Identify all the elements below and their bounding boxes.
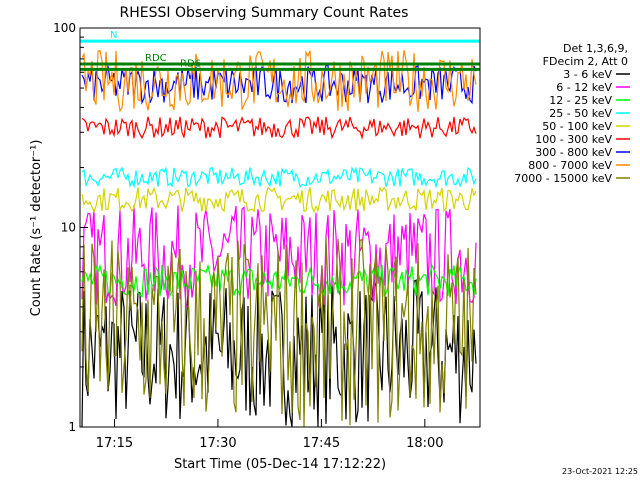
legend-label-8: 7000 - 15000 keV xyxy=(514,172,612,185)
y-axis-label: Count Rate (s⁻¹ detector⁻¹) xyxy=(29,140,44,317)
chart-title: RHESSI Observing Summary Count Rates xyxy=(120,5,409,21)
legend-label-7: 800 - 7000 keV xyxy=(528,159,612,172)
series-trace-8 xyxy=(81,237,477,427)
legend-label-3: 25 - 50 keV xyxy=(549,107,612,120)
legend-label-0: 3 - 6 keV xyxy=(563,68,612,81)
flag-label-0: N xyxy=(110,30,117,41)
legend-header-2: FDecim 2, Att 0 xyxy=(543,55,628,68)
legend-label-2: 12 - 25 keV xyxy=(549,94,612,107)
y-tick-label-0: 1 xyxy=(68,420,76,434)
flag-label-1: RDC xyxy=(145,53,167,64)
legend-label-1: 6 - 12 keV xyxy=(556,81,612,94)
series-trace-3 xyxy=(81,165,477,189)
series-trace-7 xyxy=(81,49,477,113)
flag-layer: N RDC RD6 xyxy=(80,30,480,71)
legend-header-1: Det 1,3,6,9, xyxy=(563,42,628,55)
y-tick-label-1: 10 xyxy=(61,221,76,235)
x-tick-label-0: 17:15 xyxy=(96,436,133,451)
tick-layer: 17:15 17:30 17:45 18:00 1 10 100 xyxy=(53,21,443,451)
flag-label-2: RD6 xyxy=(180,58,201,69)
x-axis-label: Start Time (05-Dec-14 17:12:22) xyxy=(174,457,386,472)
series-layer xyxy=(81,49,477,428)
legend: Det 1,3,6,9, FDecim 2, Att 0 3 - 6 keV6 … xyxy=(514,42,630,185)
x-tick-label-2: 17:45 xyxy=(303,436,340,451)
series-trace-5 xyxy=(81,116,477,140)
series-trace-6 xyxy=(81,64,477,105)
x-tick-label-3: 18:00 xyxy=(406,436,443,451)
y-tick-label-2: 100 xyxy=(53,21,76,35)
series-trace-4 xyxy=(81,185,477,214)
legend-label-5: 100 - 300 keV xyxy=(535,133,612,146)
x-tick-label-1: 17:30 xyxy=(199,436,236,451)
footer-date: 23-Oct-2021 12:25 xyxy=(562,467,638,476)
legend-label-6: 300 - 800 keV xyxy=(535,146,612,159)
legend-label-4: 50 - 100 keV xyxy=(542,120,612,133)
